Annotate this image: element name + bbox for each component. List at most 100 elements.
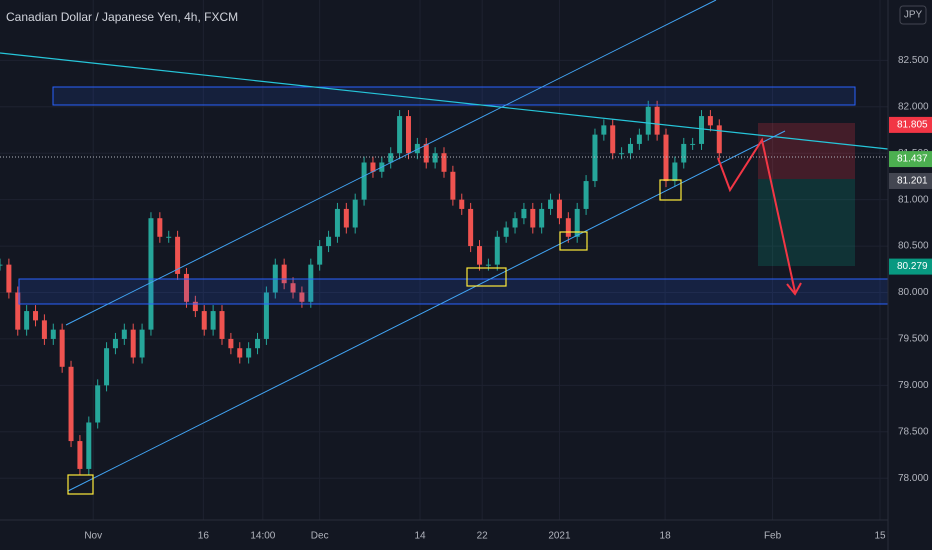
candle — [432, 153, 438, 163]
candle — [121, 329, 127, 339]
candle — [485, 264, 491, 266]
y-tick-label: 81.000 — [898, 194, 929, 205]
candle — [468, 208, 474, 247]
candle — [539, 208, 545, 228]
x-tick-label: 14 — [414, 531, 426, 542]
candle — [423, 143, 429, 163]
candle — [521, 208, 527, 219]
y-tick-label: 80.500 — [898, 241, 929, 252]
candle — [281, 264, 287, 284]
candle — [450, 171, 456, 200]
candle — [77, 441, 83, 469]
pivot-boxes — [67, 179, 682, 495]
candle — [201, 311, 207, 330]
channel-top — [65, 0, 717, 326]
candle — [556, 199, 562, 219]
price-badge — [889, 258, 932, 275]
candle — [503, 227, 509, 237]
x-tick-label: 14:00 — [250, 531, 275, 542]
candle — [636, 134, 642, 144]
candle — [397, 116, 403, 154]
y-tick-label: 82.000 — [898, 101, 929, 112]
y-tick-label: 82.500 — [898, 55, 929, 66]
arrow-head — [786, 282, 802, 296]
candle — [565, 218, 571, 237]
candle — [24, 311, 30, 330]
x-tick-label: 15 — [874, 531, 886, 542]
x-tick-label: Nov — [84, 531, 102, 542]
candle — [175, 236, 181, 274]
trend-line — [0, 52, 889, 150]
candle — [237, 348, 243, 358]
currency-label[interactable]: JPY — [904, 10, 923, 21]
candle — [95, 385, 101, 423]
candle — [86, 422, 92, 469]
x-tick-label: Dec — [311, 531, 329, 542]
candle — [139, 329, 145, 358]
currency-button[interactable] — [899, 5, 927, 25]
candle — [33, 311, 39, 321]
candle — [388, 153, 394, 163]
candle — [645, 106, 651, 135]
x-tick-label: 16 — [198, 531, 210, 542]
candle — [352, 199, 358, 228]
candles — [0, 100, 722, 475]
drawings — [0, 0, 889, 495]
candle — [601, 125, 607, 135]
candle — [699, 116, 705, 144]
y-tick-label: 78.500 — [898, 426, 929, 437]
candle — [672, 162, 678, 182]
resistance-zone — [52, 86, 856, 106]
price-badge-label: 81.805 — [897, 120, 928, 131]
candle — [548, 199, 554, 209]
candle — [299, 292, 305, 302]
x-tick-label: 2021 — [548, 531, 571, 542]
candle — [477, 246, 483, 265]
candle — [619, 153, 625, 155]
x-tick-label: Feb — [764, 531, 782, 542]
price-badge-label: 81.201 — [897, 176, 928, 187]
candle — [574, 208, 580, 237]
candle — [317, 246, 323, 265]
candle — [707, 116, 713, 126]
forecast-path — [717, 137, 796, 293]
y-tick-label: 78.000 — [898, 473, 929, 484]
x-tick-label: 22 — [477, 531, 489, 542]
candle — [290, 283, 296, 293]
candle — [6, 264, 12, 293]
support-zone — [18, 278, 889, 305]
price-badge-label: 81.437 — [897, 154, 928, 165]
price-badge — [889, 172, 932, 189]
x-tick-label: 18 — [660, 531, 672, 542]
candle — [441, 153, 447, 172]
candle — [583, 181, 589, 209]
candle — [654, 106, 660, 135]
candle — [690, 143, 696, 145]
price-badge-label: 80.279 — [897, 261, 928, 272]
candle — [663, 134, 669, 182]
candle — [166, 236, 172, 238]
candle — [15, 292, 21, 330]
candle — [716, 125, 722, 154]
candle — [592, 134, 598, 182]
candle — [334, 208, 340, 237]
candle — [0, 264, 3, 266]
price-badge — [889, 116, 932, 133]
candle — [219, 311, 225, 339]
candle — [228, 338, 234, 349]
candle — [370, 162, 376, 172]
channel-bottom — [67, 130, 786, 492]
candle — [50, 329, 56, 339]
candle — [59, 329, 65, 367]
candle — [308, 264, 314, 302]
candle — [414, 143, 420, 154]
candle — [183, 273, 189, 302]
candle — [104, 348, 110, 386]
candle — [326, 236, 332, 247]
candle — [361, 162, 367, 200]
candle — [530, 208, 536, 228]
y-tick-label: 79.500 — [898, 334, 929, 345]
candle — [343, 208, 349, 228]
price-badge — [889, 151, 932, 168]
